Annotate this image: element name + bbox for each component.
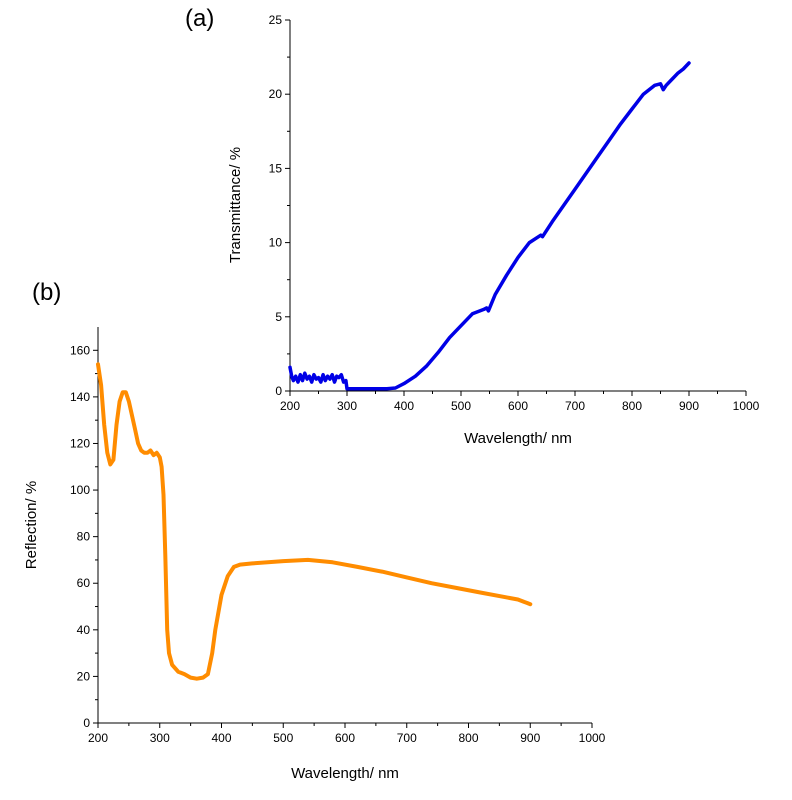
y-tick-label-b: 0 xyxy=(83,716,90,730)
x-tick-label-b: 1000 xyxy=(579,731,606,745)
x-tick-label-b: 600 xyxy=(335,731,355,745)
x-tick-label-a: 1000 xyxy=(733,399,760,413)
y-tick-label-b: 60 xyxy=(77,576,91,590)
x-tick-label-b: 500 xyxy=(273,731,293,745)
y-tick-label-a: 25 xyxy=(269,13,283,27)
y-tick-label-b: 40 xyxy=(77,623,91,637)
x-tick-label-a: 800 xyxy=(622,399,642,413)
series-line-b xyxy=(96,362,533,681)
x-tick-label-b: 800 xyxy=(458,731,478,745)
y-tick-label-b: 100 xyxy=(70,483,90,497)
x-axis-title-b: Wavelength/ nm xyxy=(291,765,399,782)
y-tick-label-b: 120 xyxy=(70,436,90,450)
x-tick-label-a: 900 xyxy=(679,399,699,413)
y-tick-label-b: 80 xyxy=(77,530,91,544)
y-tick-label-b: 140 xyxy=(70,390,90,404)
y-tick-label-a: 20 xyxy=(269,87,283,101)
y-tick-label-b: 160 xyxy=(70,343,90,357)
series-line-a xyxy=(288,61,691,391)
x-tick-label-b: 300 xyxy=(150,731,170,745)
x-axis-title-a: Wavelength/ nm xyxy=(464,430,572,447)
x-tick-label-a: 500 xyxy=(451,399,471,413)
x-tick-label-a: 300 xyxy=(337,399,357,413)
x-tick-label-b: 400 xyxy=(211,731,231,745)
x-tick-label-b: 700 xyxy=(397,731,417,745)
y-tick-label-a: 15 xyxy=(269,161,283,175)
chart-b-reflection: 200 300 400 500 600 700 800 900 1000020406080100… xyxy=(23,327,606,782)
y-tick-label-a: 0 xyxy=(275,384,282,398)
y-tick-label-a: 10 xyxy=(269,236,283,250)
x-tick-label-a: 400 xyxy=(394,399,414,413)
panel-label-b: (b) xyxy=(32,279,61,306)
x-tick-label-a: 600 xyxy=(508,399,528,413)
x-tick-label-b: 900 xyxy=(520,731,540,745)
x-tick-label-a: 700 xyxy=(565,399,585,413)
x-tick-label-b: 200 xyxy=(88,731,108,745)
y-tick-label-b: 20 xyxy=(77,669,91,683)
chart-a-transmittance: 200 300 400 500 600 700 800 900 1000 0 5 10 15 20 25 Wa… xyxy=(227,13,760,447)
y-axis-title-a: Transmittance/ % xyxy=(227,147,244,263)
x-tick-label-a: 200 xyxy=(280,399,300,413)
y-axis-title-b: Reflection/ % xyxy=(23,481,40,569)
panel-label-a: (a) xyxy=(185,5,214,32)
y-tick-label-a: 5 xyxy=(275,310,282,324)
